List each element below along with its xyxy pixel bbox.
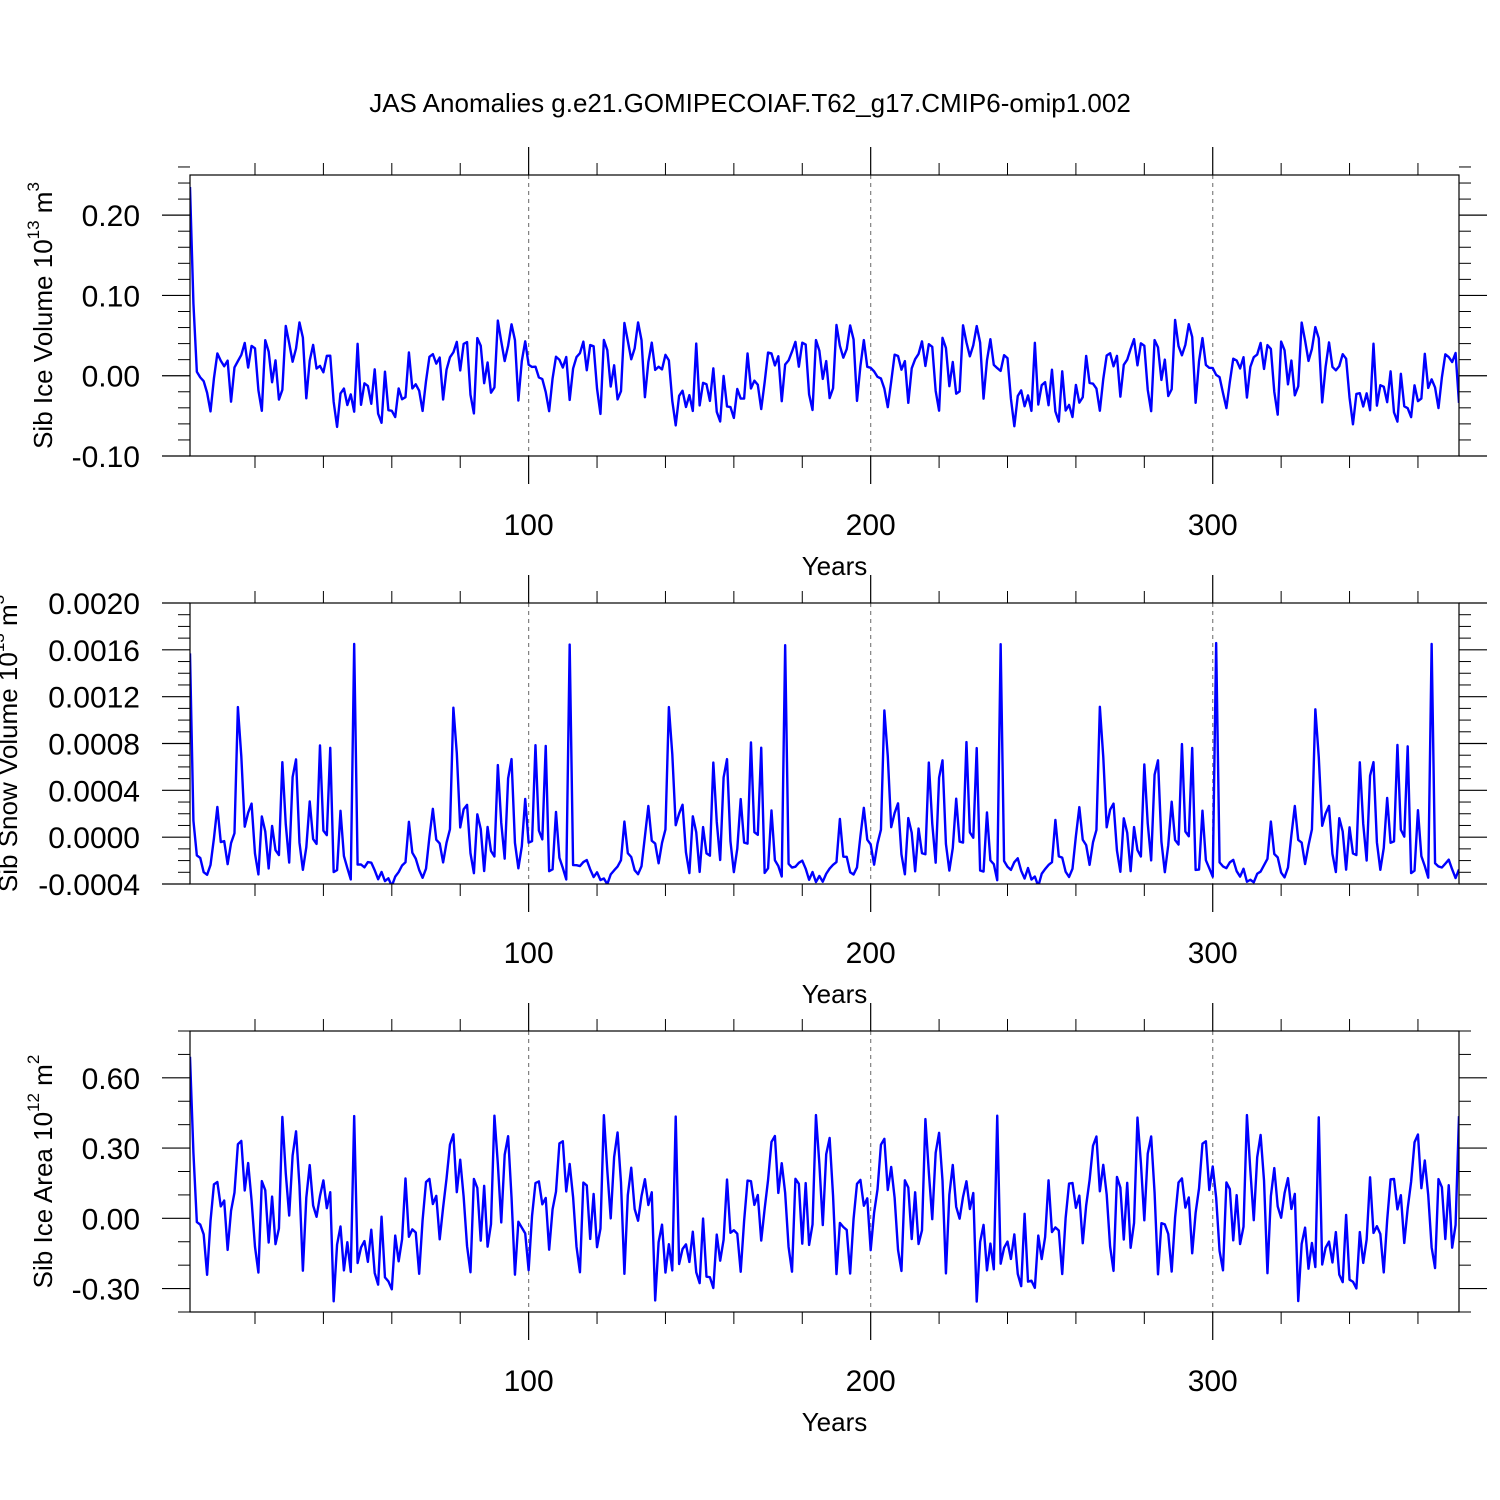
chart-title: JAS Anomalies g.e21.GOMIPECOIAF.T62_g17.… — [369, 88, 1131, 118]
x-tick-label: 200 — [846, 937, 896, 970]
x-axis-title: Years — [802, 979, 868, 1009]
plot-frame — [189, 174, 1460, 457]
y-tick-label: 0.0008 — [48, 729, 140, 762]
y-tick-label: 0.00 — [82, 361, 140, 394]
x-tick-label: 100 — [504, 1365, 554, 1398]
x-tick-label: 100 — [504, 509, 554, 542]
y-tick-label: 0.0000 — [48, 822, 140, 855]
y-tick-label: -0.30 — [72, 1274, 140, 1307]
x-tick-label: 200 — [846, 1365, 896, 1398]
panel-2: 100 200 300 -0.0004 0.0000 0.0004 0.0008 0.0012… — [0, 575, 1487, 1009]
y-axis-title: Sib Snow Volume 1013 m3 — [0, 595, 23, 892]
y-tick-label: 0.60 — [82, 1063, 140, 1096]
y-tick-label: 0.00 — [82, 1203, 140, 1236]
y-tick-label: 0.10 — [82, 280, 140, 313]
series-line — [190, 1056, 1459, 1303]
y-tick-label: 0.0012 — [48, 682, 140, 715]
panel-1: 100 200 300 -0.10 0.00 0.10 0.20 Years Sib Ice V… — [24, 147, 1487, 581]
y-tick-label: 0.30 — [82, 1133, 140, 1166]
y-tick-label: 0.0004 — [48, 775, 140, 808]
series-line — [190, 187, 1459, 429]
series-line — [190, 641, 1459, 884]
y-axis-title: Sib Ice Volume 1013 m3 — [24, 182, 57, 449]
x-tick-label: 300 — [1188, 937, 1238, 970]
x-tick-label: 200 — [846, 509, 896, 542]
x-axis-title: Years — [802, 1407, 868, 1437]
x-axis-title: Years — [802, 551, 868, 581]
y-tick-label: -0.0004 — [38, 869, 140, 902]
panel-3: 100 200 300 -0.30 0.00 0.30 0.60 Years Sib Ice A… — [24, 1003, 1487, 1437]
y-axis-title: Sib Ice Area 1012 m2 — [24, 1055, 57, 1289]
x-tick-label: 300 — [1188, 1365, 1238, 1398]
x-tick-label: 300 — [1188, 509, 1238, 542]
y-tick-label: 0.0016 — [48, 635, 140, 668]
y-tick-label: -0.10 — [72, 441, 140, 474]
y-tick-label: 0.0020 — [48, 588, 140, 621]
x-tick-label: 100 — [504, 937, 554, 970]
y-tick-label: 0.20 — [82, 200, 140, 233]
